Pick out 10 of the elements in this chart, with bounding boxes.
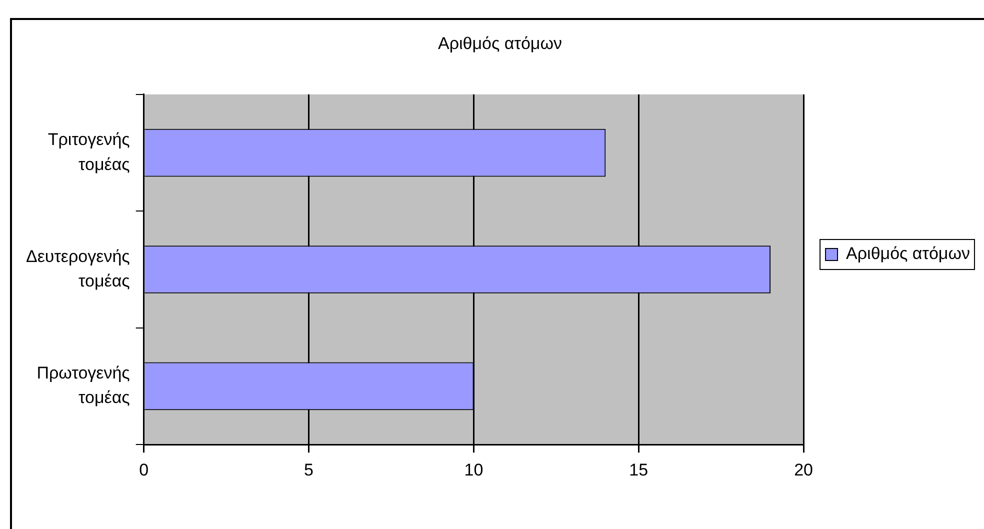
x-tick-label: 15 [629, 460, 648, 480]
x-tick-label: 20 [794, 460, 813, 480]
y-tick-label: Δευτερογενής τομέας [26, 246, 130, 291]
x-tick-label: 10 [464, 460, 484, 480]
x-tick-label: 5 [304, 460, 314, 480]
y-tick-label: Τριτογενής τομέας [48, 130, 130, 174]
chart-title: Αριθμός ατόμων [438, 34, 562, 53]
legend-label: Αριθμός ατόμων [846, 244, 970, 264]
y-tick-label: Πρωτογενής τομέας [36, 364, 130, 408]
x-tick-label: 0 [139, 460, 149, 480]
